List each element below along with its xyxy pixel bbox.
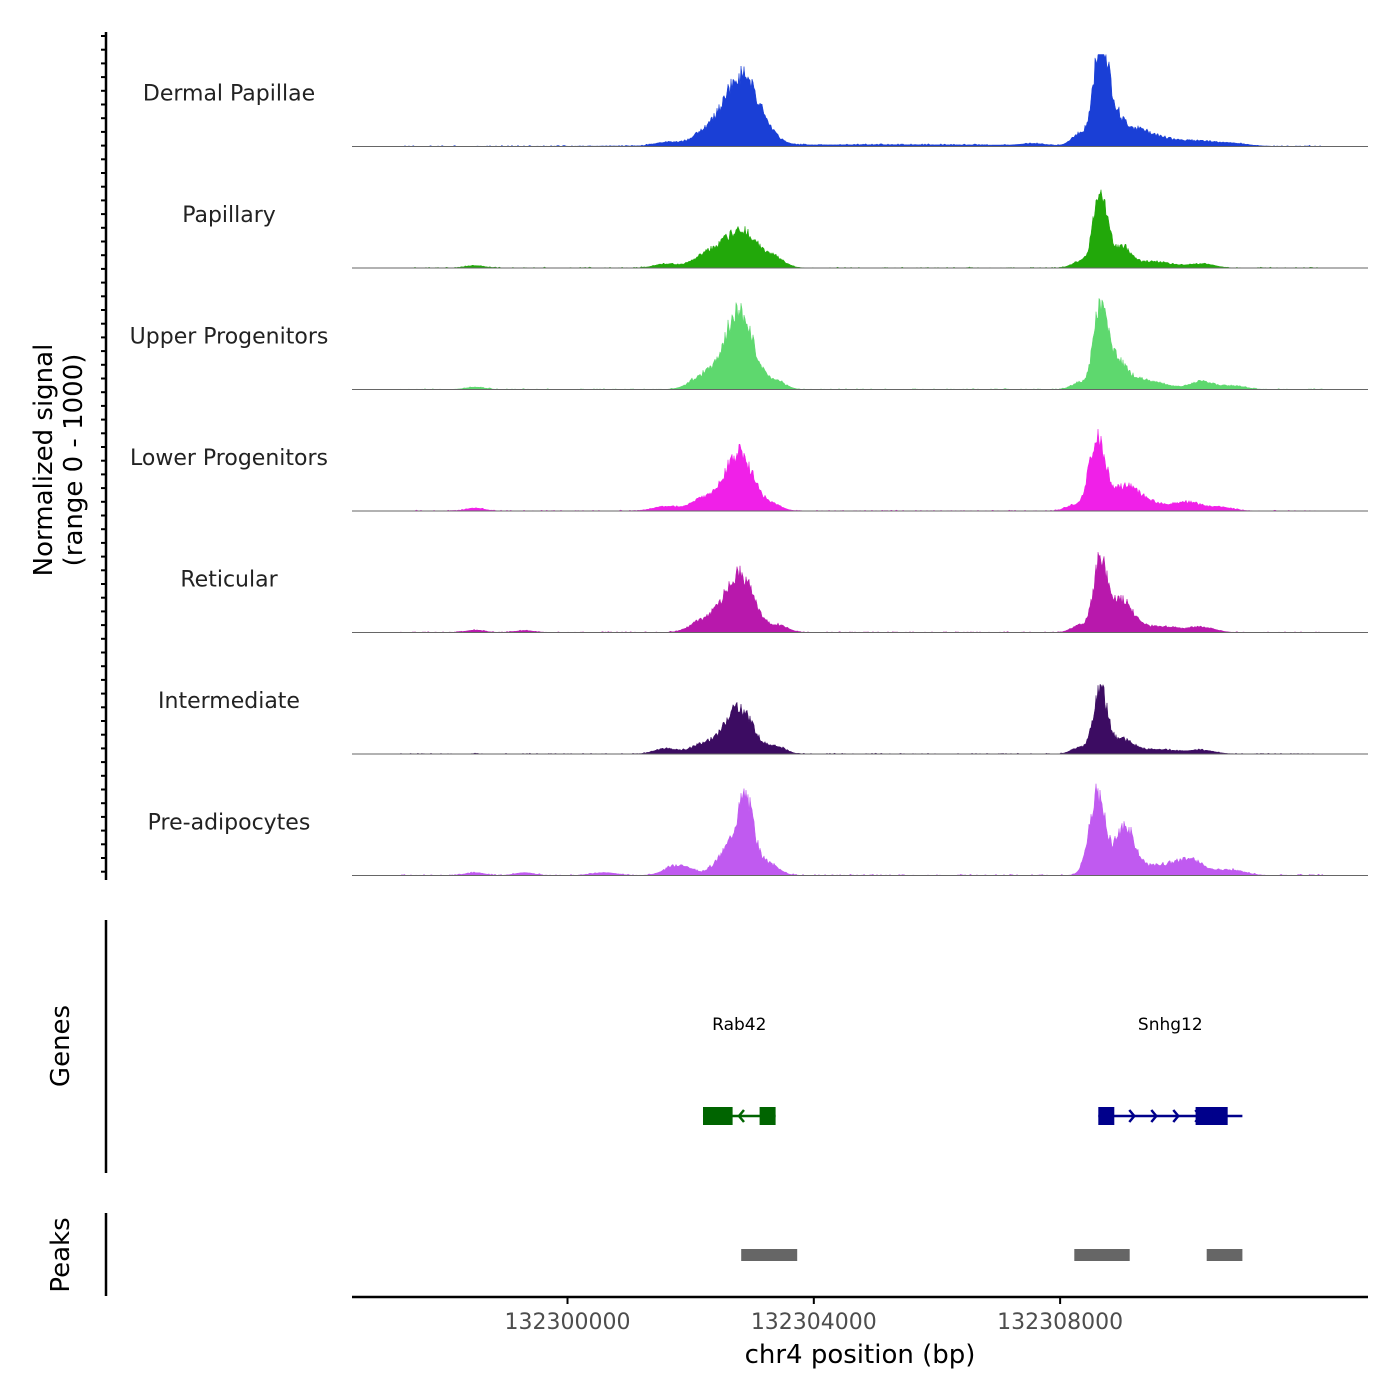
signal-area bbox=[399, 783, 1324, 876]
x-tick-label: 132304000 bbox=[751, 1310, 877, 1335]
gene-track-panel: Rab42 Snhg12 bbox=[104, 920, 1243, 1173]
signal-track: Intermediate bbox=[158, 683, 1368, 755]
signal-axis-label-line2: (range 0 - 1000) bbox=[59, 354, 89, 567]
signal-axis-label-line1: Normalized signal bbox=[29, 344, 59, 577]
signal-area bbox=[399, 552, 1324, 633]
strand-chevron bbox=[1150, 1109, 1158, 1123]
peak-region bbox=[741, 1249, 798, 1261]
gene-exon bbox=[759, 1107, 776, 1125]
strand-chevron bbox=[1172, 1109, 1180, 1123]
signal-track: Pre-adipocytes bbox=[148, 783, 1368, 876]
signal-track: Dermal Papillae bbox=[143, 54, 1368, 147]
signal-track-label: Intermediate bbox=[158, 689, 300, 714]
signal-track-label: Reticular bbox=[180, 568, 278, 593]
strand-chevron bbox=[737, 1109, 745, 1123]
gene-name-label: Rab42 bbox=[712, 1015, 766, 1035]
signal-track: Reticular bbox=[180, 552, 1368, 633]
signal-area bbox=[399, 297, 1324, 390]
x-axis-label: chr4 position (bp) bbox=[745, 1340, 976, 1370]
signal-area bbox=[399, 683, 1324, 755]
signal-area bbox=[399, 189, 1324, 269]
signal-track-label: Lower Progenitors bbox=[130, 446, 328, 471]
signal-track-label: Pre-adipocytes bbox=[148, 811, 311, 836]
x-tick-label: 132300000 bbox=[505, 1310, 631, 1335]
genes-axis-label: Genes bbox=[46, 1005, 76, 1087]
signal-track: Lower Progenitors bbox=[130, 429, 1368, 512]
gene-model: Rab42 bbox=[702, 1015, 776, 1125]
gene-name-label: Snhg12 bbox=[1138, 1015, 1203, 1035]
peaks-axis-label: Peaks bbox=[46, 1217, 76, 1292]
signal-tracks-panel: Dermal Papillae Papillary Upper Progenitor… bbox=[101, 32, 1368, 880]
peak-region bbox=[1206, 1249, 1243, 1261]
x-axis: 132300000 132304000 132308000 bbox=[352, 1295, 1368, 1335]
strand-chevron bbox=[1128, 1109, 1136, 1123]
signal-track-label: Dermal Papillae bbox=[143, 82, 315, 107]
x-tick-label: 132308000 bbox=[997, 1310, 1123, 1335]
signal-area bbox=[399, 429, 1324, 512]
signal-track-label: Upper Progenitors bbox=[130, 325, 329, 350]
gene-exon bbox=[703, 1107, 733, 1125]
signal-track-label: Papillary bbox=[182, 203, 276, 228]
signal-area bbox=[399, 54, 1324, 147]
signal-track: Papillary bbox=[182, 189, 1368, 269]
signal-track: Upper Progenitors bbox=[130, 297, 1368, 390]
peak-track-panel bbox=[104, 1213, 1243, 1296]
gene-model: Snhg12 bbox=[1098, 1015, 1243, 1125]
gene-exon bbox=[1098, 1107, 1115, 1125]
gene-exon bbox=[1212, 1107, 1228, 1125]
peak-region bbox=[1074, 1249, 1130, 1261]
